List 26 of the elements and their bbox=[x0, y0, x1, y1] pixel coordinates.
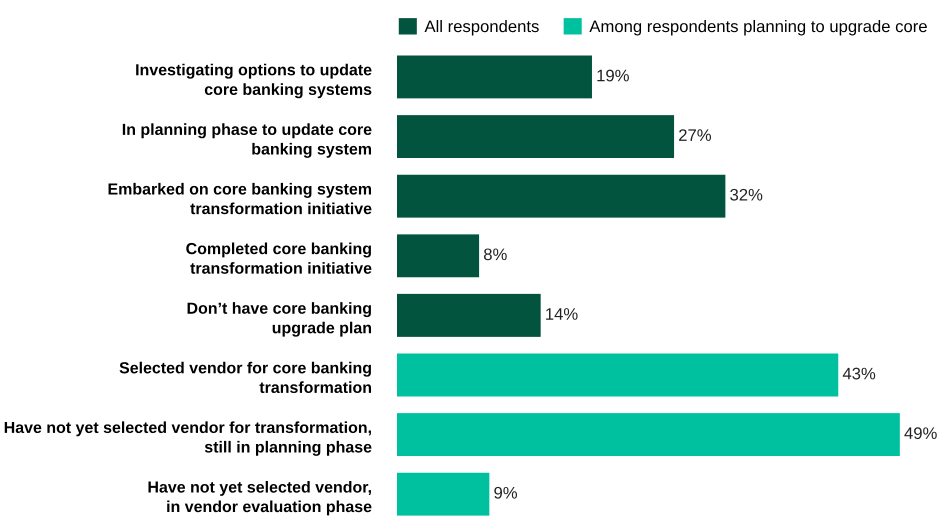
bar bbox=[397, 472, 490, 516]
bar bbox=[397, 354, 838, 396]
data-label: 27% bbox=[679, 129, 711, 141]
y-tick-label: Selected vendor for core banking transformation bbox=[120, 362, 372, 394]
bar bbox=[397, 413, 900, 456]
data-label: 8% bbox=[484, 248, 507, 260]
data-label: 9% bbox=[494, 486, 518, 499]
y-tick-label: Investigating options to update core banking systems bbox=[136, 64, 372, 98]
y-tick-label: Have not yet selected vendor for transformation, still in planning phase bbox=[4, 421, 372, 456]
legend-label: Among respondents planning to upgrade core bbox=[589, 20, 927, 36]
bar bbox=[397, 115, 674, 158]
bar bbox=[397, 174, 726, 218]
y-tick-label: Don’t have core banking upgrade plan bbox=[188, 302, 372, 337]
data-label: 14% bbox=[546, 308, 578, 320]
bar bbox=[397, 234, 480, 278]
y-tick-label: Embarked on core banking system transformation initiative bbox=[108, 182, 372, 214]
data-label: 19% bbox=[597, 70, 629, 82]
y-tick-label: In planning phase to update core banking system bbox=[122, 123, 372, 158]
legend-label: All respondents bbox=[424, 20, 539, 36]
data-label: 32% bbox=[730, 188, 762, 201]
bar bbox=[397, 294, 541, 337]
data-label: 43% bbox=[842, 368, 876, 380]
y-tick-label: Completed core banking transformation initiative bbox=[186, 242, 372, 274]
y-tick-label: Have not yet selected vendor, in vendor evaluation phase bbox=[148, 480, 372, 516]
bar bbox=[397, 56, 592, 98]
data-label: 49% bbox=[904, 427, 937, 440]
